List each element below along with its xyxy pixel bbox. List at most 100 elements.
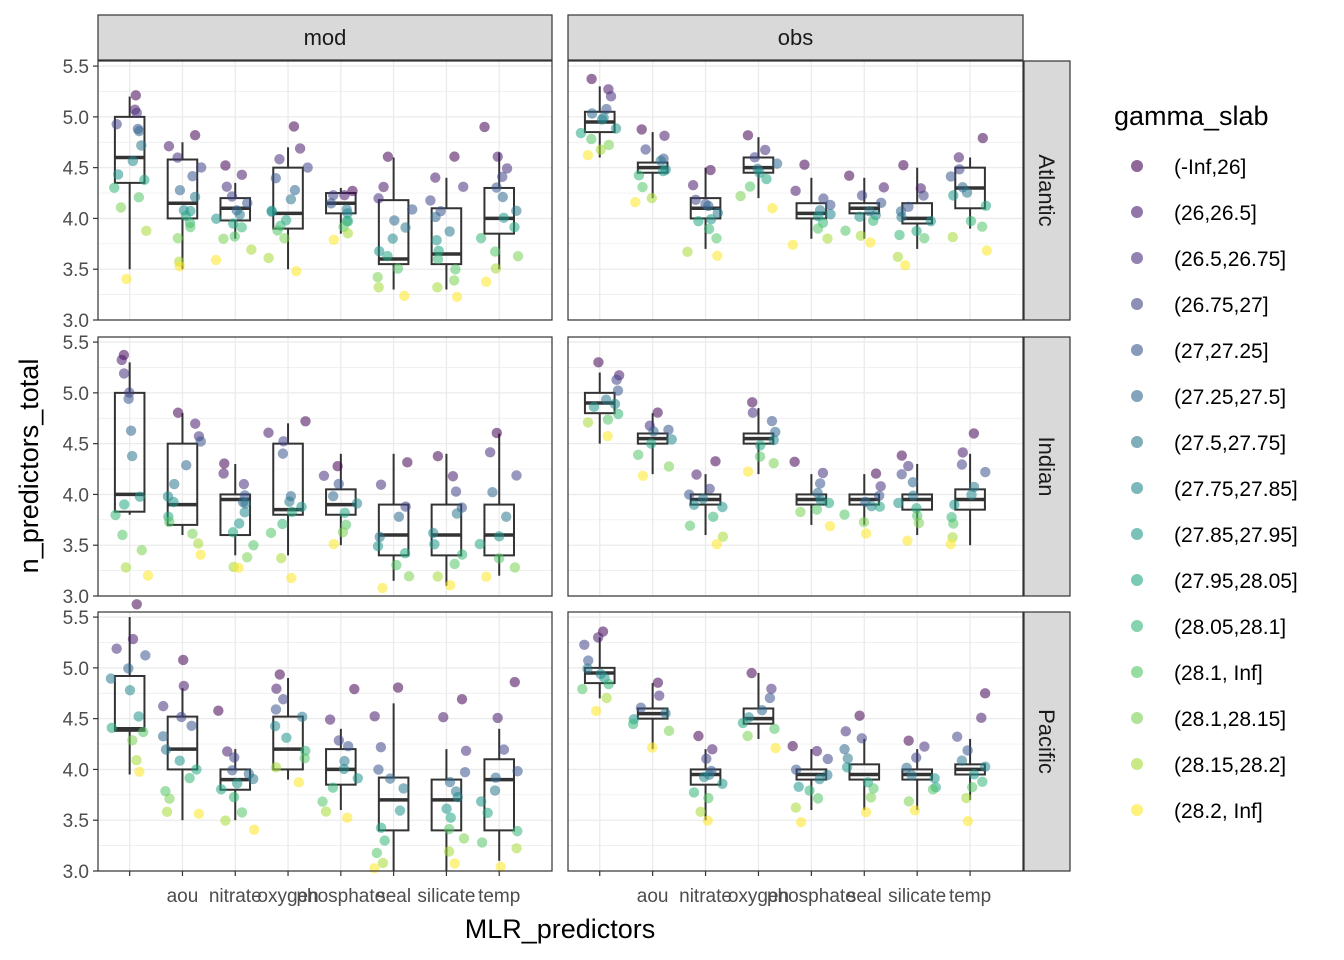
data-point [962, 815, 974, 827]
data-point [375, 479, 387, 490]
data-point [744, 181, 756, 192]
data-point [593, 357, 604, 368]
data-point [511, 470, 522, 481]
data-point [476, 837, 488, 848]
data-point [492, 712, 503, 724]
data-point [691, 469, 702, 480]
data-point [755, 440, 766, 451]
data-point [444, 823, 455, 835]
legend-label: (27.95,28.05] [1174, 570, 1298, 593]
data-point [878, 182, 890, 193]
x-tick-label: seal [847, 886, 882, 907]
data-point [901, 762, 912, 773]
legend-title: gamma_slab [1114, 101, 1269, 131]
data-point [906, 770, 917, 781]
strip-row-atlantic: Atlantic [1023, 60, 1071, 321]
data-point [717, 778, 728, 789]
data-point [339, 507, 351, 519]
data-point [771, 158, 783, 169]
y-tick-label: 5.5 [63, 608, 89, 629]
y-tick-label: 4.5 [63, 710, 89, 731]
data-point [482, 807, 493, 819]
data-point [657, 165, 669, 177]
data-point [393, 511, 405, 522]
panel-border [97, 60, 553, 321]
legend-item: (28.1, Inf] [1131, 662, 1263, 685]
data-point [633, 449, 644, 461]
points-layer [105, 599, 523, 874]
data-point [228, 218, 239, 229]
data-point [163, 141, 175, 152]
data-point [242, 197, 253, 209]
data-point [818, 193, 829, 204]
data-point [610, 123, 622, 134]
data-point [443, 846, 455, 857]
data-point [793, 781, 804, 793]
y-tick-label: 5.5 [63, 333, 89, 354]
points-layer [109, 90, 524, 303]
data-point [342, 208, 353, 219]
data-point [945, 171, 957, 182]
data-point [603, 678, 614, 690]
data-point [601, 692, 612, 704]
panel-mod-pacific: 3.0 3.5 4.0 4.5 5.0 5.5 aou nitrateoxygenphosph… [63, 599, 553, 907]
legend-item: (-Inf,26] [1131, 156, 1246, 179]
data-point [925, 215, 937, 227]
data-point [284, 496, 295, 507]
data-point [586, 73, 597, 85]
data-point [612, 385, 624, 396]
data-point [452, 792, 463, 803]
panel-obs-indian [567, 336, 1024, 597]
data-point [178, 654, 189, 666]
data-point [157, 731, 169, 742]
box-body [325, 748, 357, 786]
data-point [195, 549, 206, 560]
data-point [896, 211, 907, 223]
data-point [448, 275, 460, 286]
data-point [968, 428, 980, 439]
data-point [682, 246, 693, 258]
legend-label: (28.1,28.15] [1174, 708, 1286, 731]
data-point [263, 427, 274, 438]
data-point [342, 812, 353, 823]
data-point [277, 448, 289, 459]
data-point [588, 401, 600, 413]
legend-key [1131, 436, 1143, 448]
data-point [479, 121, 490, 133]
data-point [702, 815, 713, 826]
data-point [927, 784, 939, 795]
data-point [495, 861, 506, 872]
x-tick-label: silicate [417, 886, 475, 907]
data-point [138, 726, 149, 738]
legend-label: (26.5,26.75] [1174, 248, 1286, 271]
x-axis-title: MLR_predictors [465, 914, 656, 944]
data-point [947, 231, 958, 243]
box-body [377, 199, 410, 266]
data-point [451, 508, 463, 519]
data-point [695, 806, 706, 817]
data-point [929, 773, 940, 784]
x-tick-label: temp [478, 886, 520, 907]
y-tick-label: 3.5 [63, 811, 89, 832]
data-point [274, 154, 285, 165]
data-point [636, 124, 647, 135]
data-point [227, 765, 238, 776]
data-point [865, 237, 876, 248]
data-point [218, 233, 229, 245]
data-point [265, 527, 277, 539]
data-point [652, 677, 664, 688]
data-point [637, 181, 648, 193]
data-point [854, 710, 865, 721]
data-point [110, 509, 121, 521]
data-point [698, 771, 710, 783]
data-point [172, 152, 183, 163]
data-point [327, 490, 339, 502]
x-tick-label: oxygen [257, 886, 318, 907]
y-tick-label: 5.0 [63, 108, 89, 129]
data-point [274, 669, 285, 680]
data-point [951, 731, 963, 742]
data-point [392, 263, 404, 274]
data-point [645, 438, 657, 449]
data-point [211, 213, 222, 224]
legend-item: (28.15,28.2] [1131, 754, 1286, 777]
